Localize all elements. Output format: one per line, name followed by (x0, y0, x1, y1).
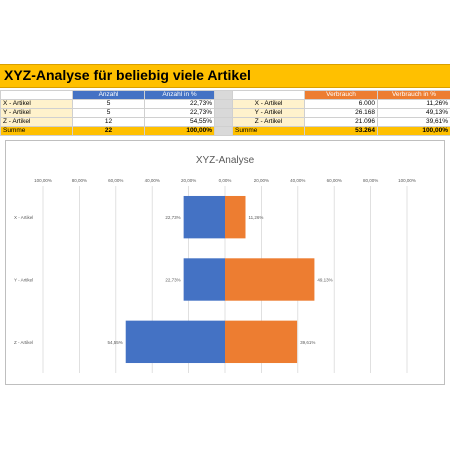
x-tick-label: 40,00% (290, 178, 305, 183)
sum-label-2[interactable]: Summe (232, 126, 305, 136)
row-label[interactable]: X - Artikel (0, 99, 73, 109)
row-label[interactable]: Y - Artikel (0, 108, 73, 118)
cell-anzahl-pct[interactable]: 22,73% (144, 108, 215, 118)
x-tick-label: 20,00% (181, 178, 196, 183)
x-tick-label: 80,00% (363, 178, 378, 183)
header-verbrauch-pct[interactable]: Verbrauch in % (377, 90, 450, 100)
title-bar: XYZ-Analyse für beliebig viele Artikel (0, 64, 450, 88)
x-tick-label: 40,00% (145, 178, 160, 183)
sheet-title: XYZ-Analyse für beliebig viele Artikel (4, 67, 251, 83)
chart-title: XYZ-Analyse (196, 155, 255, 166)
table-cell[interactable] (214, 108, 233, 118)
data-label: 11,26% (248, 215, 263, 220)
table-row: Y - Artikel 5 22,73% Y - Artikel 26.168 … (0, 108, 450, 118)
sum-anzahl[interactable]: 22 (72, 126, 145, 136)
cell-anzahl[interactable]: 12 (72, 117, 145, 127)
cell-anzahl-pct[interactable]: 22,73% (144, 99, 215, 109)
data-label: 54,55% (107, 340, 122, 345)
cell-verbrauch[interactable]: 26.168 (304, 108, 378, 118)
cell-anzahl[interactable]: 5 (72, 99, 145, 109)
bar (183, 195, 225, 239)
table-cell[interactable] (232, 90, 305, 100)
category-label: Y - Artikel (14, 278, 33, 283)
bar (225, 258, 315, 301)
bar (183, 258, 225, 301)
data-label: 49,13% (317, 278, 332, 283)
cell-verbrauch[interactable]: 21.096 (304, 117, 378, 127)
x-tick-label: 60,00% (108, 178, 123, 183)
header-anzahl[interactable]: Anzahl (72, 90, 145, 100)
row-label-2[interactable]: Z - Artikel (232, 117, 305, 127)
table-cell[interactable] (0, 90, 73, 100)
table-cell[interactable] (214, 90, 233, 100)
cell-anzahl-pct[interactable]: 54,55% (144, 117, 215, 127)
sum-verbrauch-pct[interactable]: 100,00% (377, 126, 450, 136)
header-verbrauch[interactable]: Verbrauch (304, 90, 378, 100)
row-label-2[interactable]: Y - Artikel (232, 108, 305, 118)
category-label: Z - Artikel (14, 340, 33, 345)
cell-verbrauch-pct[interactable]: 11,26% (377, 99, 450, 109)
cell-verbrauch-pct[interactable]: 39,61% (377, 117, 450, 127)
row-label-2[interactable]: X - Artikel (232, 99, 305, 109)
table-row: X - Artikel 5 22,73% X - Artikel 6.000 1… (0, 99, 450, 109)
cell-anzahl[interactable]: 5 (72, 108, 145, 118)
header-anzahl-pct[interactable]: Anzahl in % (144, 90, 215, 100)
xyz-chart: XYZ-Analyse 100,00% 80,00% 60,00% 40,00% 20,0… (14, 155, 416, 373)
bar (225, 195, 246, 239)
cell-verbrauch[interactable]: 6.000 (304, 99, 378, 109)
x-tick-label: 20,00% (254, 178, 269, 183)
category-label: X - Artikel (14, 215, 33, 220)
table-cell[interactable] (214, 117, 233, 127)
sum-verbrauch[interactable]: 53.264 (304, 126, 378, 136)
chart-container[interactable]: XYZ-Analyse 100,00% 80,00% 60,00% 40,00% 20,0… (5, 140, 445, 385)
x-tick-label: 60,00% (327, 178, 342, 183)
table-sum-row: Summe 22 100,00% Summe 53.264 100,00% (0, 126, 450, 136)
x-tick-label: 100,00% (34, 178, 52, 183)
table-header-row: Anzahl Anzahl in % Verbrauch Verbrauch i… (0, 90, 450, 100)
x-tick-label: 100,00% (398, 178, 416, 183)
table-cell[interactable] (214, 126, 233, 136)
row-label[interactable]: Z - Artikel (0, 117, 73, 127)
sum-anzahl-pct[interactable]: 100,00% (144, 126, 215, 136)
table-cell[interactable] (214, 99, 233, 109)
bar (125, 320, 225, 364)
table-row: Z - Artikel 12 54,55% Z - Artikel 21.096… (0, 117, 450, 127)
x-tick-label: 80,00% (72, 178, 87, 183)
x-tick-label: 0,00% (219, 178, 232, 183)
bar (225, 320, 298, 364)
sum-label[interactable]: Summe (0, 126, 73, 136)
summary-table: Anzahl Anzahl in % Verbrauch Verbrauch i… (0, 90, 450, 136)
data-label: 39,61% (300, 340, 315, 345)
data-label: 22,73% (165, 278, 180, 283)
data-label: 22,73% (165, 215, 180, 220)
cell-verbrauch-pct[interactable]: 49,13% (377, 108, 450, 118)
